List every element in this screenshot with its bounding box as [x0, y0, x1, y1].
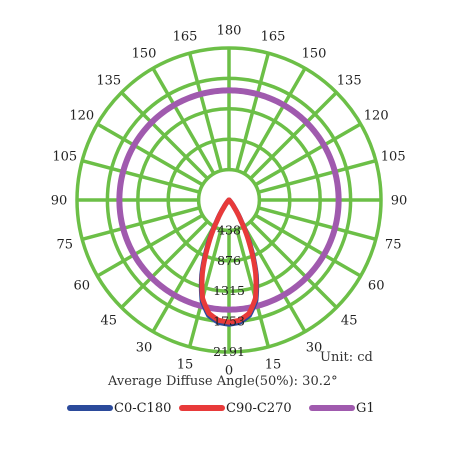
radial-label: 2191: [213, 344, 245, 359]
legend-label: G1: [356, 401, 375, 416]
grid-spoke: [242, 67, 307, 175]
legend: C0-C180 C90-C270 G1: [67, 401, 375, 416]
angle-label: 135: [337, 73, 362, 88]
angle-label: 30: [136, 341, 153, 356]
radial-label: 438: [217, 222, 241, 237]
angle-label: 105: [52, 150, 77, 165]
angle-label: 0: [225, 364, 233, 379]
angle-label: 45: [341, 314, 358, 329]
angle-label: 60: [74, 279, 91, 294]
angle-label: 150: [132, 46, 157, 61]
angle-label: 60: [368, 279, 385, 294]
legend-label: C90-C270: [226, 401, 292, 416]
grid-spoke: [151, 225, 216, 333]
radial-label: 1315: [213, 283, 245, 298]
grid-spoke: [81, 158, 201, 194]
angle-label: 45: [101, 314, 118, 329]
angle-label: 180: [217, 24, 242, 39]
grid-spoke: [254, 122, 362, 187]
legend-label: C0-C180: [114, 401, 171, 416]
grid-spoke: [242, 225, 307, 333]
grid-spoke: [81, 206, 201, 242]
grid-spoke: [96, 213, 204, 278]
angle-label: 105: [381, 150, 406, 165]
radial-labels: 438 876 1315 1753 2191: [213, 222, 245, 359]
series-curve-g1: [116, 87, 342, 313]
series-curves: [116, 87, 342, 327]
grid-spoke: [235, 228, 271, 348]
grid-spoke: [120, 220, 209, 309]
diffuse-angle-label: Average Diffuse Angle(50%): 30.2°: [107, 374, 338, 389]
grid-spoke: [120, 91, 209, 180]
grid-spoke: [187, 52, 223, 172]
angle-label: 120: [364, 109, 389, 124]
angle-label: 15: [177, 358, 194, 373]
grid-spoke: [235, 52, 271, 172]
grid-spoke: [257, 206, 377, 242]
angle-label: 15: [265, 358, 282, 373]
grid-spoke: [257, 158, 377, 194]
angle-label: 135: [96, 73, 121, 88]
grid-spoke: [187, 228, 223, 348]
series-curve-c90-c270: [199, 197, 259, 325]
angle-label: 75: [57, 238, 74, 253]
grid-spoke: [151, 67, 216, 175]
angle-label: 165: [261, 29, 286, 44]
radial-label: 876: [217, 253, 241, 268]
grid-spoke: [249, 91, 338, 180]
grid-spoke: [254, 213, 362, 278]
grid-spoke: [96, 122, 204, 187]
unit-label: Unit: cd: [320, 350, 373, 365]
radial-label: 1753: [213, 314, 245, 329]
angle-label: 90: [391, 194, 408, 209]
grid-spoke: [249, 220, 338, 309]
angle-label: 90: [51, 194, 68, 209]
angle-label: 30: [306, 341, 323, 356]
angle-label: 120: [69, 109, 94, 124]
angle-label: 165: [173, 29, 198, 44]
angle-label: 75: [385, 238, 402, 253]
angle-label: 150: [302, 46, 327, 61]
